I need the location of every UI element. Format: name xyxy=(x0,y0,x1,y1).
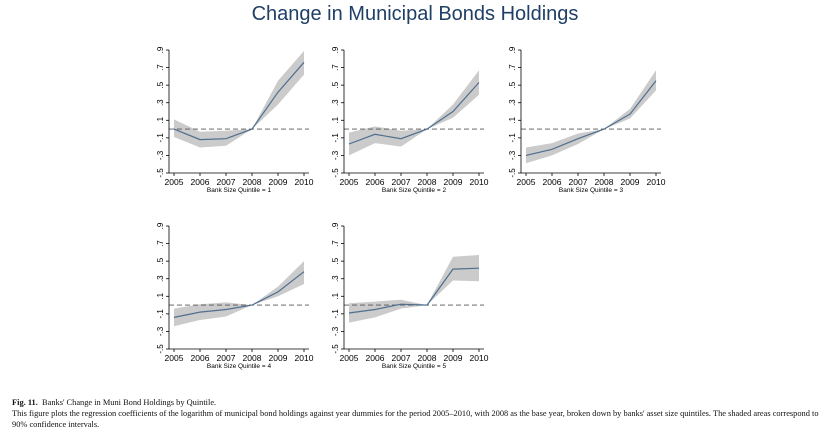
x-tick-label: 2009 xyxy=(444,177,463,187)
y-tick-label: .3 xyxy=(331,275,340,282)
y-tick-label: .9 xyxy=(508,46,517,53)
x-axis-label: Bank Size Quintile = 2 xyxy=(382,187,447,194)
y-tick-label: .5 xyxy=(156,81,165,88)
y-tick-label: -.3 xyxy=(508,150,517,160)
x-tick-label: 2006 xyxy=(366,353,385,363)
y-tick-label: -.3 xyxy=(331,150,340,160)
y-tick-label: -.3 xyxy=(331,326,340,336)
y-tick-label: -.1 xyxy=(331,133,340,143)
x-tick-label: 2010 xyxy=(470,177,489,187)
x-tick-label: 2007 xyxy=(569,177,588,187)
y-tick-label: .1 xyxy=(508,116,517,123)
figure-caption: Fig. 11. Banks' Change in Muni Bond Hold… xyxy=(12,397,822,430)
y-tick-label: .9 xyxy=(331,46,340,53)
x-axis-label: Bank Size Quintile = 4 xyxy=(207,363,272,370)
x-tick-label: 2009 xyxy=(269,177,288,187)
x-tick-label: 2010 xyxy=(295,353,314,363)
chart-panel-q5: -.5 -.3 -.1 .1 .3 .5 .7 .9 2005 2006 2007 2008 2009 2… xyxy=(331,222,489,370)
y-tick-label: -.1 xyxy=(156,133,165,143)
x-tick-label: 2005 xyxy=(340,177,359,187)
y-tick-label: .3 xyxy=(508,99,517,106)
chart-panel-q1: -.5 -.3 -.1 .1 .3 .5 .7 .9 2005 2006 2007 2008 2009 2… xyxy=(156,46,314,194)
y-tick-label: -.5 xyxy=(156,344,165,354)
series-line xyxy=(525,80,657,156)
confidence-band xyxy=(349,255,479,323)
x-tick-label: 2009 xyxy=(621,177,640,187)
y-tick-label: .5 xyxy=(156,257,165,264)
x-tick-label: 2010 xyxy=(647,177,666,187)
y-tick-label: .3 xyxy=(331,99,340,106)
y-tick-label: -.3 xyxy=(156,326,165,336)
y-tick-label: .7 xyxy=(331,240,340,247)
x-tick-label: 2007 xyxy=(392,353,411,363)
chart-panel-q4: -.5 -.3 -.1 .1 .3 .5 .7 .9 2005 2006 2007 2008 2009 2… xyxy=(156,222,314,370)
caption-label: Fig. 11. xyxy=(12,398,38,407)
series-line xyxy=(173,271,305,318)
caption-text: This figure plots the regression coeffic… xyxy=(12,409,819,429)
y-tick-label: .5 xyxy=(331,81,340,88)
x-tick-label: 2007 xyxy=(392,177,411,187)
x-tick-label: 2005 xyxy=(517,177,536,187)
y-tick-label: .1 xyxy=(331,116,340,123)
y-tick-label: .5 xyxy=(331,257,340,264)
x-tick-label: 2010 xyxy=(470,353,489,363)
y-tick-label: -.5 xyxy=(156,168,165,178)
y-tick-label: -.5 xyxy=(508,168,517,178)
y-tick-label: .5 xyxy=(508,81,517,88)
y-tick-label: -.1 xyxy=(508,133,517,143)
x-tick-label: 2008 xyxy=(418,353,437,363)
x-tick-label: 2006 xyxy=(191,177,210,187)
caption-title: Banks' Change in Muni Bond Holdings by Q… xyxy=(42,398,217,407)
y-tick-label: .7 xyxy=(331,64,340,71)
confidence-band xyxy=(174,261,304,327)
x-tick-label: 2008 xyxy=(243,353,262,363)
confidence-band xyxy=(174,50,304,148)
x-tick-label: 2005 xyxy=(340,353,359,363)
x-tick-label: 2008 xyxy=(418,177,437,187)
x-tick-label: 2006 xyxy=(191,353,210,363)
x-tick-label: 2008 xyxy=(243,177,262,187)
x-tick-label: 2006 xyxy=(543,177,562,187)
x-axis-label: Bank Size Quintile = 1 xyxy=(207,187,272,194)
y-tick-label: .3 xyxy=(156,275,165,282)
y-tick-label: -.3 xyxy=(156,150,165,160)
x-axis-label: Bank Size Quintile = 3 xyxy=(559,187,624,194)
chart-panel-q3: -.5 -.3 -.1 .1 .3 .5 .7 .9 2005 2006 2007 2008 2009 2… xyxy=(508,46,666,194)
series-line xyxy=(348,82,480,145)
page-title: Change in Municipal Bonds Holdings xyxy=(251,3,579,25)
x-tick-label: 2009 xyxy=(269,353,288,363)
y-tick-label: .1 xyxy=(156,292,165,299)
y-tick-label: .7 xyxy=(156,64,165,71)
y-tick-label: -.1 xyxy=(331,309,340,319)
y-tick-label: .1 xyxy=(331,292,340,299)
x-tick-label: 2008 xyxy=(595,177,614,187)
y-tick-label: .7 xyxy=(156,240,165,247)
confidence-band xyxy=(349,70,479,156)
x-tick-label: 2005 xyxy=(165,177,184,187)
confidence-band xyxy=(526,70,656,164)
series-line xyxy=(173,61,305,141)
y-tick-label: .9 xyxy=(156,46,165,53)
x-tick-label: 2010 xyxy=(295,177,314,187)
chart-panel-q2: -.5 -.3 -.1 .1 .3 .5 .7 .9 2005 2006 2007 2008 2009 2… xyxy=(331,46,489,194)
series-line xyxy=(348,267,480,314)
y-tick-label: -.1 xyxy=(156,309,165,319)
y-tick-label: -.5 xyxy=(331,168,340,178)
x-axis-label: Bank Size Quintile = 5 xyxy=(382,363,447,370)
x-tick-label: 2005 xyxy=(165,353,184,363)
y-tick-label: .1 xyxy=(156,116,165,123)
x-tick-label: 2007 xyxy=(217,353,236,363)
x-tick-label: 2007 xyxy=(217,177,236,187)
y-tick-label: -.5 xyxy=(331,344,340,354)
x-tick-label: 2009 xyxy=(444,353,463,363)
y-tick-label: .3 xyxy=(156,99,165,106)
x-tick-label: 2006 xyxy=(366,177,385,187)
y-tick-label: .9 xyxy=(156,222,165,229)
y-tick-label: .7 xyxy=(508,64,517,71)
y-tick-label: .9 xyxy=(331,222,340,229)
